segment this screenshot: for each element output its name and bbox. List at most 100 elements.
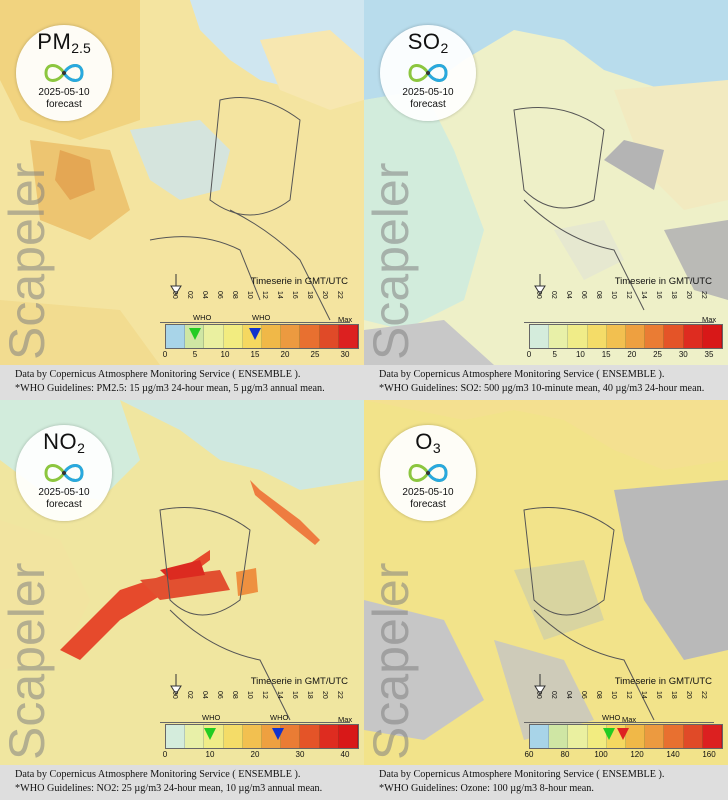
- panel-o3: Scapeler O3 2025-05-10 forecast Timeseri…: [364, 400, 728, 800]
- scale-segment: [281, 725, 301, 748]
- scale-segment: [549, 325, 569, 348]
- who-line: [160, 322, 350, 323]
- scale-segment: [185, 725, 205, 748]
- infinity-logo-icon: [408, 464, 448, 482]
- who-line: [160, 722, 350, 723]
- scale-segment: [568, 325, 588, 348]
- hour-tick-label: 12: [625, 691, 632, 699]
- scapeler-watermark: Scapeler: [0, 563, 55, 760]
- scapeler-watermark: Scapeler: [364, 163, 419, 360]
- map-so2: [364, 0, 728, 365]
- hour-tick-label: 20: [321, 291, 328, 299]
- time-pointer-icon: [534, 674, 546, 695]
- scale-segment: [223, 725, 243, 748]
- who-marker-green-icon: [603, 728, 615, 740]
- who-marker-red-icon: [617, 728, 629, 740]
- svg-text:Scapeler: Scapeler: [364, 163, 419, 360]
- hour-tick-label: 14: [276, 691, 283, 699]
- hour-tick-label: 00: [535, 691, 542, 699]
- pollutant-name: O3: [415, 429, 441, 456]
- timeserie-label: Timeserie in GMT/UTC: [614, 276, 712, 287]
- scale-segment: [261, 325, 282, 348]
- legend-scale: 00 02 04 06 08 10 12 14 16 18 20 22 Max 0 5 10 15 20 25 3…: [524, 274, 724, 363]
- hour-tick-label: 10: [610, 291, 617, 299]
- scale-segment: [166, 725, 186, 748]
- hour-tick-label: 02: [186, 691, 193, 699]
- hour-tick-label: 18: [306, 291, 313, 299]
- who-label: WHO: [202, 713, 221, 722]
- max-label: Max: [702, 315, 717, 324]
- scale-tick-label: 35: [704, 350, 714, 359]
- scale-tick-label: 20: [627, 350, 637, 359]
- scale-tick-label: 5: [192, 350, 198, 359]
- hour-tick-label: 10: [246, 291, 253, 299]
- pollutant-name: PM2.5: [37, 29, 91, 56]
- panel-pm25: Scapeler PM2.5 2025-05-10 forecast Times…: [0, 0, 364, 400]
- infinity-logo-icon: [408, 64, 448, 82]
- scale-segment: [281, 325, 301, 348]
- footer-source: Data by Copernicus Atmosphere Monitoring…: [379, 769, 665, 780]
- map-pm25: [0, 0, 364, 365]
- footer: Data by Copernicus Atmosphere Monitoring…: [364, 365, 728, 400]
- scale-ticks: 0 10 20 30 40: [163, 750, 355, 760]
- footer-who: *WHO Guidelines: NO2: 25 µg/m3 24-hour m…: [15, 783, 323, 794]
- hour-ticks: 00 02 04 06 08 10 12 14 16 18 20 22: [524, 688, 724, 716]
- forecast-date: 2025-05-10: [402, 487, 454, 498]
- footer-who: *WHO Guidelines: PM2.5: 15 µg/m3 24-hour…: [15, 383, 325, 394]
- color-scale: [165, 724, 359, 749]
- color-scale: [529, 324, 723, 349]
- scale-segment: [606, 325, 626, 348]
- timeserie-label: Timeserie in GMT/UTC: [250, 276, 348, 287]
- scale-segment: [223, 325, 243, 348]
- scale-segment: [549, 725, 569, 748]
- hour-tick-label: 00: [535, 291, 542, 299]
- scale-ticks: 0 5 10 15 20 25 30: [162, 350, 355, 360]
- hour-tick-label: 08: [231, 691, 238, 699]
- scale-tick-label: 10: [205, 750, 215, 759]
- scale-segment: [166, 325, 186, 348]
- scale-tick-label: 160: [702, 750, 716, 759]
- hour-tick-label: 06: [216, 691, 223, 699]
- pollutant-badge: NO2 2025-05-10 forecast: [16, 425, 112, 521]
- scapeler-watermark: Scapeler: [364, 563, 419, 760]
- hour-tick-label: 14: [640, 691, 647, 699]
- max-label: Max: [622, 715, 637, 724]
- hour-tick-label: 16: [291, 691, 298, 699]
- scale-tick-label: 100: [594, 750, 608, 759]
- timeserie-label: Timeserie in GMT/UTC: [614, 676, 712, 687]
- hour-tick-label: 02: [186, 291, 193, 299]
- hour-tick-label: 16: [291, 291, 298, 299]
- infinity-logo-icon: [44, 64, 84, 82]
- scale-segment: [530, 725, 550, 748]
- forecast-date: 2025-05-10: [38, 87, 90, 98]
- footer-source: Data by Copernicus Atmosphere Monitoring…: [379, 369, 665, 380]
- footer-who: *WHO Guidelines: Ozone: 100 µg/m3 8-hour…: [379, 783, 594, 794]
- scale-segment: [204, 325, 224, 348]
- scale-segment: [683, 725, 703, 748]
- hour-tick-label: 00: [171, 691, 178, 699]
- footer: Data by Copernicus Atmosphere Monitoring…: [0, 765, 364, 800]
- scale-tick-label: 40: [340, 750, 350, 759]
- hour-tick-label: 18: [670, 291, 677, 299]
- hour-ticks: 00 02 04 06 08 10 12 14 16 18 20 22: [524, 288, 724, 316]
- scale-tick-label: 20: [250, 750, 260, 759]
- hour-tick-label: 06: [580, 691, 587, 699]
- who-marker-blue-icon: [249, 328, 261, 340]
- scale-tick-label: 0: [162, 350, 168, 359]
- scale-segment: [319, 325, 339, 348]
- footer: Data by Copernicus Atmosphere Monitoring…: [0, 365, 364, 400]
- hour-tick-label: 18: [670, 691, 677, 699]
- infinity-logo-icon: [44, 464, 84, 482]
- forecast-date: 2025-05-10: [38, 487, 90, 498]
- scale-segment: [645, 325, 665, 348]
- scale-tick-label: 80: [560, 750, 570, 759]
- hour-tick-label: 14: [640, 291, 647, 299]
- time-pointer-icon: [534, 274, 546, 295]
- scale-segment: [702, 325, 722, 348]
- scale-segment: [664, 325, 684, 348]
- who-label: WHO: [602, 713, 621, 722]
- scale-segment: [664, 725, 684, 748]
- scale-segment: [683, 325, 703, 348]
- time-pointer-icon: [170, 274, 182, 295]
- forecast-date: 2025-05-10: [402, 87, 454, 98]
